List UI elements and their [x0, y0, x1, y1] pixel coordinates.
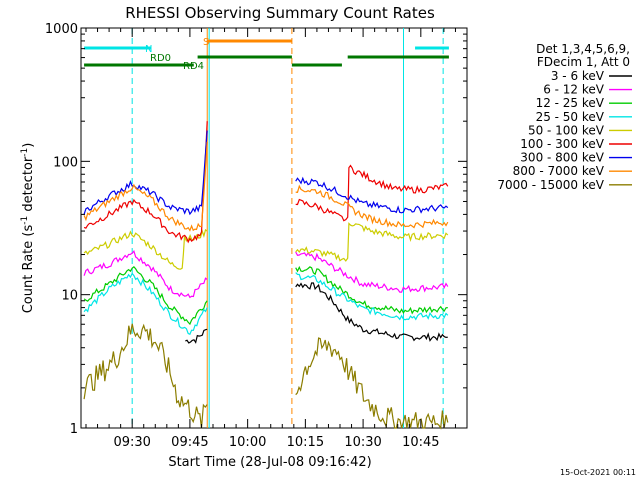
- y-axis: 1 10 100 1000: [45, 22, 467, 437]
- x-tick-label: 10:30: [344, 435, 381, 450]
- series-line: [83, 130, 208, 216]
- series-line: [83, 250, 208, 299]
- plot-frame: [80, 27, 468, 429]
- y-tick-label: 10: [61, 289, 78, 304]
- legend-label: 25 - 50 keV: [536, 110, 605, 124]
- x-tick-label: 09:45: [171, 435, 208, 450]
- series-line: [83, 272, 208, 335]
- timestamp: 15-Oct-2021 00:11: [560, 468, 636, 477]
- series-line: [295, 222, 449, 262]
- series-line: [83, 265, 208, 326]
- y-tick-label: 1: [70, 422, 78, 437]
- x-tick-label: 10:15: [287, 435, 324, 450]
- series-line: [295, 176, 449, 214]
- series-line: [295, 164, 449, 222]
- legend-label: 7000 - 15000 keV: [497, 178, 604, 192]
- series-line: [295, 265, 448, 315]
- x-tick-label: 09:30: [113, 435, 150, 450]
- y-tick-label: 100: [53, 155, 78, 170]
- legend: Det 1,3,4,5,6,9, FDecim 1, Att 0 3 - 6 k…: [497, 42, 632, 192]
- x-tick-label: 10:45: [402, 435, 439, 450]
- legend-label: 12 - 25 keV: [536, 96, 605, 110]
- series-line: [83, 228, 208, 270]
- legend-label: 800 - 7000 keV: [513, 164, 605, 178]
- flag-label: N: [145, 44, 152, 55]
- series-line: [295, 272, 449, 321]
- legend-label: 3 - 6 keV: [551, 69, 605, 83]
- flag-label: RD0: [150, 53, 171, 64]
- series-line: [295, 282, 448, 342]
- series-line: [83, 141, 208, 232]
- chart-title: RHESSI Observing Summary Count Rates: [125, 4, 435, 22]
- series-line: [295, 337, 449, 430]
- legend-label: 6 - 12 keV: [543, 83, 605, 97]
- x-axis: 09:30 09:45 10:00 10:15 10:30 10:45: [85, 28, 456, 450]
- series-line: [295, 251, 449, 293]
- series-line: [83, 121, 208, 244]
- x-tick-label: 10:00: [229, 435, 266, 450]
- legend-label: 50 - 100 keV: [528, 123, 605, 137]
- y-tick-label: 1000: [45, 22, 78, 37]
- flag-label: S: [203, 37, 209, 48]
- series-line: [185, 328, 208, 344]
- legend-header-2: FDecim 1, Att 0: [537, 55, 630, 69]
- series-line: [295, 184, 449, 229]
- x-axis-label: Start Time (28-Jul-08 09:16:42): [168, 455, 371, 470]
- legend-header-1: Det 1,3,4,5,6,9,: [536, 42, 630, 56]
- legend-label: 300 - 800 keV: [520, 151, 604, 165]
- series-line: [83, 323, 208, 429]
- flag-label: RD4: [183, 61, 204, 72]
- legend-label: 100 - 300 keV: [520, 137, 604, 151]
- y-axis-label: Count Rate (s-1 detector-1): [20, 143, 36, 314]
